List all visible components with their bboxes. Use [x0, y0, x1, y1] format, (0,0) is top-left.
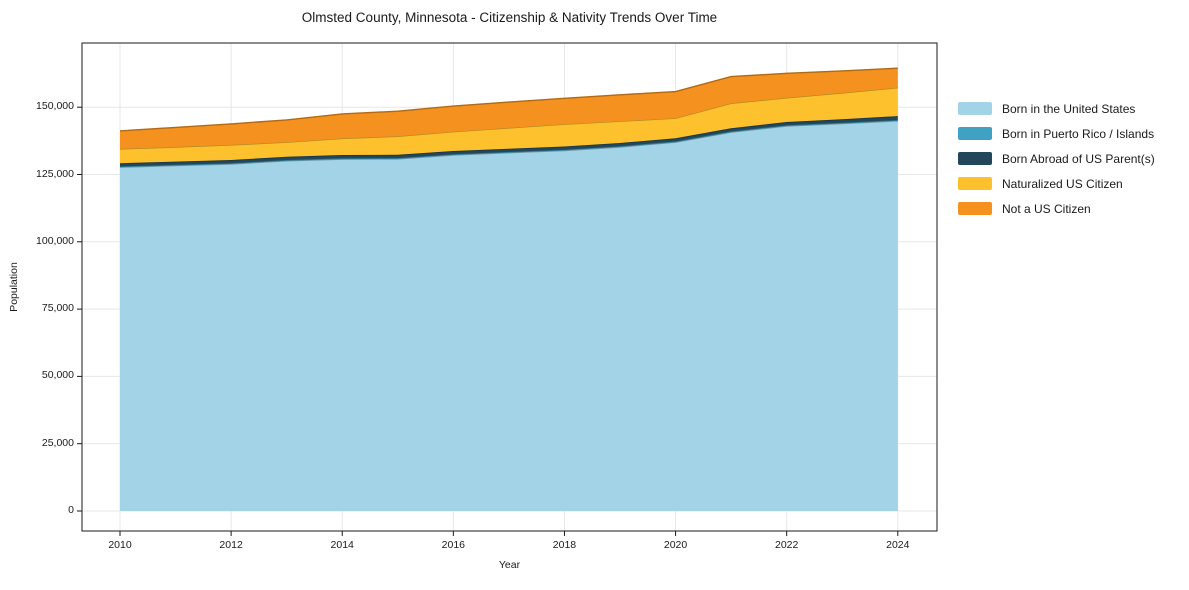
legend-swatch-icon: [958, 102, 992, 115]
y-tick-label: 50,000: [41, 369, 74, 382]
area-born-in-the-united-states: [120, 120, 898, 512]
legend-item-born-in-the-united-states: Born in the United States: [958, 96, 1155, 121]
plot-border: [81, 42, 938, 532]
y-tick-label: 75,000: [41, 302, 74, 315]
x-axis-label: Year: [498, 559, 521, 571]
x-tick-label: 2020: [663, 539, 688, 551]
x-tick-label: 2018: [552, 539, 577, 551]
legend-label: Born in the United States: [1002, 101, 1136, 116]
y-tick-label: 150,000: [36, 100, 74, 113]
area-naturalized-us-citizen: [120, 87, 898, 164]
x-tick-label: 2022: [774, 539, 799, 551]
y-tick-label: 125,000: [36, 167, 74, 180]
legend-swatch-icon: [958, 152, 992, 165]
legend-label: Born in Puerto Rico / Islands: [1002, 126, 1155, 141]
area-not-a-us-citizen: [120, 68, 898, 149]
x-tick-label: 2014: [330, 539, 354, 551]
legend-swatch-icon: [958, 202, 992, 215]
legend-swatch-icon: [958, 177, 992, 190]
legend-label: Born Abroad of US Parent(s): [1002, 151, 1155, 166]
y-tick-label: 25,000: [41, 436, 74, 449]
area-edge-not-a-us-citizen: [119, 67, 898, 132]
legend-item-born-abroad-of-us-parent-s: Born Abroad of US Parent(s): [958, 146, 1155, 171]
legend-label: Not a US Citizen: [1002, 201, 1091, 216]
y-tick-label: 100,000: [36, 234, 74, 247]
x-tick-label: 2012: [219, 539, 243, 551]
legend-swatch-icon: [958, 127, 992, 140]
legend: Born in the United States Born in Puerto …: [958, 96, 1155, 221]
legend-item-naturalized-us-citizen: Naturalized US Citizen: [958, 171, 1155, 196]
legend-item-born-in-puerto-rico-islands: Born in Puerto Rico / Islands: [958, 121, 1155, 146]
x-tick-label: 2010: [108, 539, 132, 551]
legend-label: Naturalized US Citizen: [1002, 176, 1123, 191]
y-tick-label: 0: [68, 504, 74, 516]
x-tick-label: 2016: [441, 539, 465, 551]
chart-title: Olmsted County, Minnesota - Citizenship …: [301, 10, 718, 25]
x-tick-label: 2024: [886, 539, 910, 551]
legend-item-not-a-us-citizen: Not a US Citizen: [958, 196, 1155, 221]
